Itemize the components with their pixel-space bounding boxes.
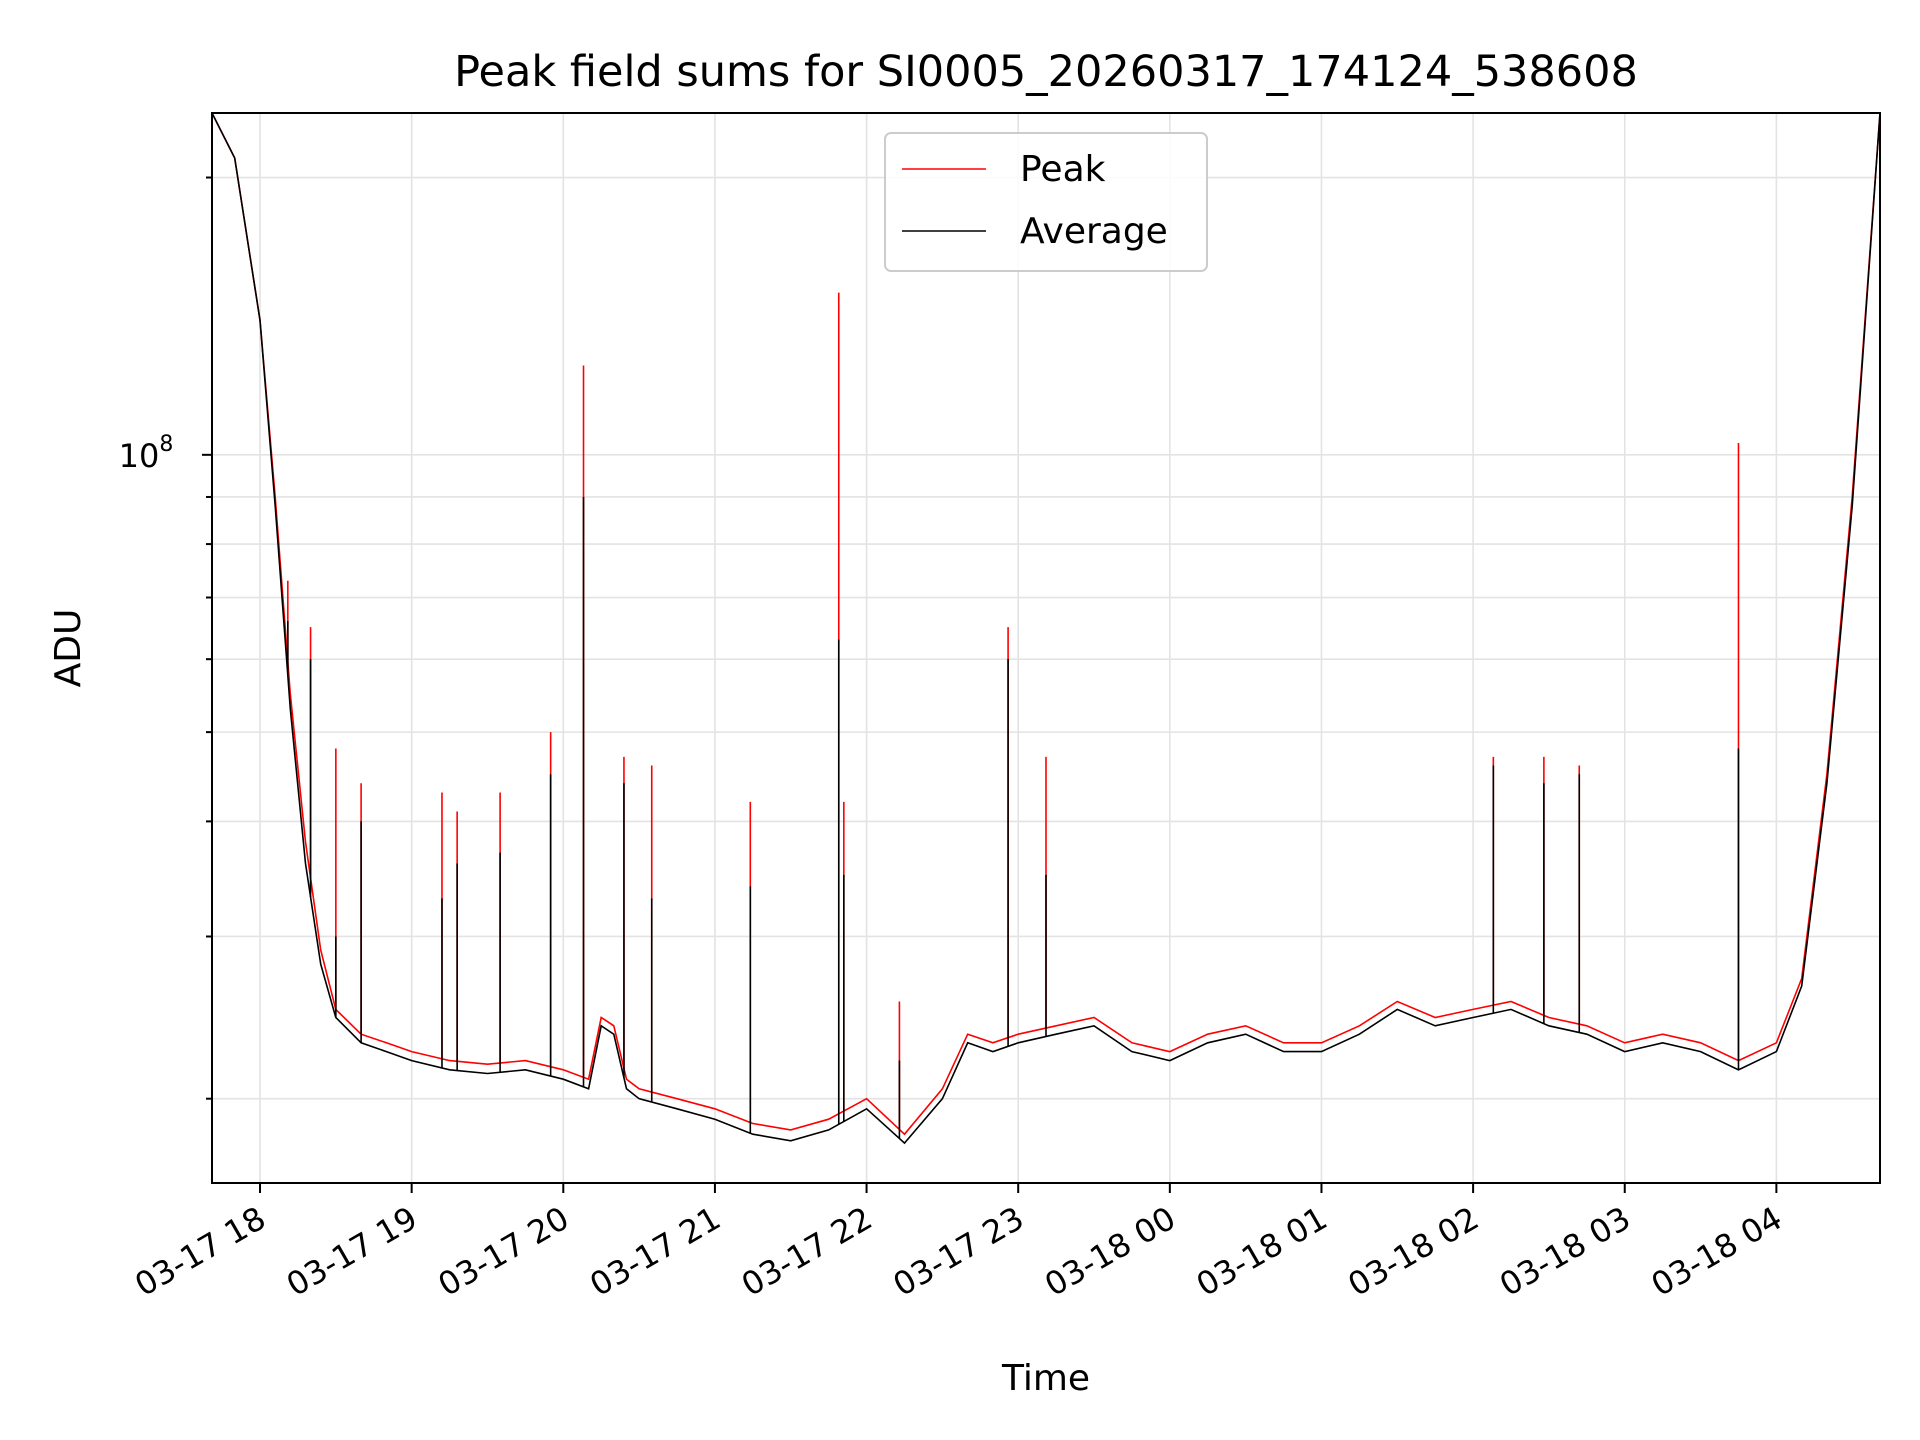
- series-line-average: [212, 113, 1880, 1145]
- series-group: [212, 113, 1880, 1145]
- plot-area: [212, 113, 1880, 1145]
- y-tick-label-base: 108: [119, 432, 174, 475]
- x-axis-label: Time: [1001, 1358, 1090, 1399]
- grid: [212, 113, 1880, 1183]
- plot-frame: [211, 112, 1881, 1184]
- series-line-peak: [212, 113, 1880, 1136]
- chart-title: Peak field sums for SI0005_20260317_1741…: [454, 47, 1638, 97]
- y-axis: 108: [119, 176, 212, 1100]
- y-axis-label: ADU: [48, 609, 89, 688]
- legend: Peak Average: [884, 132, 1208, 272]
- legend-label-peak: Peak: [1020, 149, 1106, 190]
- legend-label-average: Average: [1020, 211, 1168, 252]
- legend-box: [884, 132, 1208, 272]
